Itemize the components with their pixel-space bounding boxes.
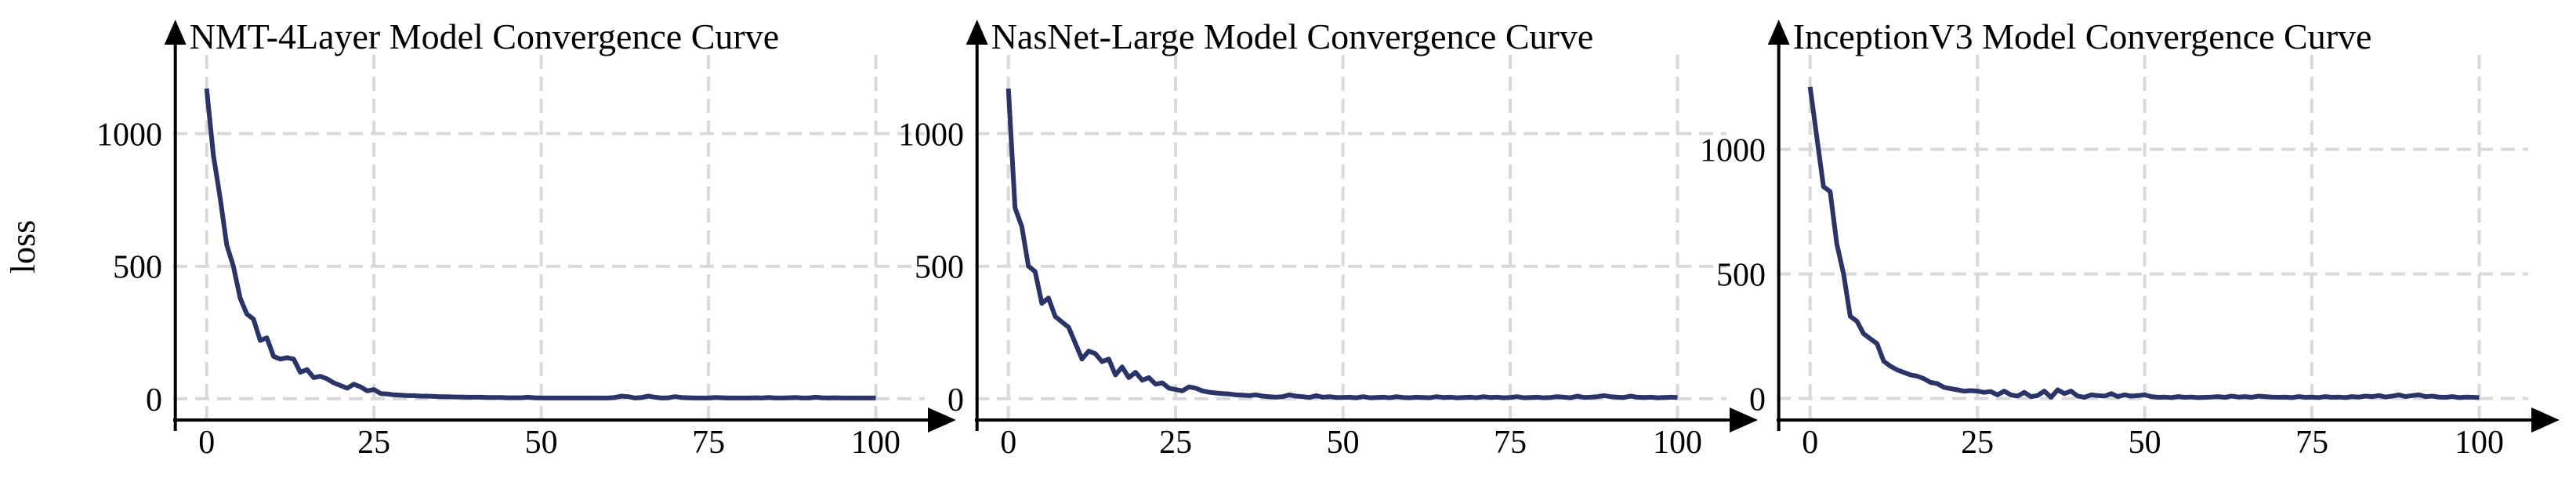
chart-title: NasNet-Large Model Convergence Curve — [991, 16, 1594, 56]
y-axis-arrow — [164, 20, 187, 45]
x-tick-label: 0 — [1000, 425, 1016, 461]
x-tick-label: 100 — [2455, 425, 2504, 461]
x-axis-arrow — [1730, 407, 1758, 433]
x-tick-label: 75 — [692, 425, 725, 461]
x-tick-label: 50 — [525, 425, 558, 461]
loss-line — [1005, 88, 1678, 400]
x-axis-arrow — [2531, 407, 2560, 433]
y-tick-label: 1000 — [1700, 132, 1766, 168]
y-tick-label: 0 — [1749, 382, 1766, 418]
x-tick-label: 75 — [1494, 425, 1527, 461]
x-tick-label: 0 — [198, 425, 215, 461]
x-tick-label: 75 — [2295, 425, 2328, 461]
loss-line — [1807, 86, 2480, 400]
y-tick-label: 500 — [113, 250, 162, 286]
y-axis-arrow — [1767, 20, 1790, 45]
y-axis-label: loss — [4, 220, 42, 273]
y-axis-arrow — [966, 20, 988, 45]
y-tick-label: 1000 — [96, 118, 162, 154]
x-tick-label: 50 — [2129, 425, 2161, 461]
loss-line — [204, 88, 876, 400]
y-tick-label: 500 — [1716, 258, 1766, 294]
chart-title: InceptionV3 Model Convergence Curve — [1793, 16, 2372, 56]
x-tick-label: 50 — [1327, 425, 1360, 461]
y-tick-label: 1000 — [898, 118, 964, 154]
x-tick-label: 25 — [1961, 425, 1994, 461]
x-tick-label: 100 — [851, 425, 900, 461]
y-tick-label: 0 — [947, 382, 964, 418]
x-axis-arrow — [928, 407, 956, 433]
x-tick-label: 100 — [1653, 425, 1702, 461]
x-tick-label: 25 — [1159, 425, 1192, 461]
y-tick-label: 500 — [915, 250, 964, 286]
y-tick-label: 0 — [146, 382, 162, 418]
chart-title: NMT-4Layer Model Convergence Curve — [190, 16, 779, 56]
x-tick-label: 25 — [357, 425, 390, 461]
x-tick-label: 0 — [1802, 425, 1818, 461]
